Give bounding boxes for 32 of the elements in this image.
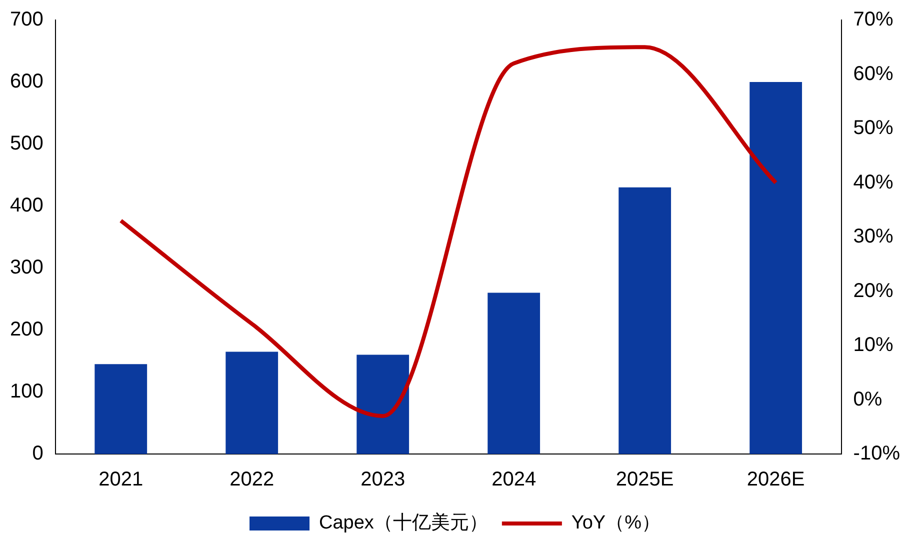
y-tick-label: 400 bbox=[10, 194, 44, 217]
bar bbox=[226, 352, 278, 454]
legend-label: YoY（%） bbox=[571, 512, 660, 534]
x-tick-label: 2022 bbox=[230, 468, 274, 491]
y-tick-label: 0 bbox=[32, 442, 44, 465]
y2-tick-label: 20% bbox=[853, 280, 894, 302]
y2-tick-label: 60% bbox=[853, 62, 894, 85]
y-tick-label: 200 bbox=[10, 318, 44, 341]
y-tick-label: 500 bbox=[10, 132, 44, 155]
bar bbox=[618, 187, 672, 454]
y2-tick-label: 30% bbox=[853, 226, 894, 248]
y2-tick-label: -10% bbox=[853, 442, 900, 465]
bar bbox=[488, 292, 540, 454]
y2-tick-label: 50% bbox=[853, 117, 894, 140]
x-tick-label: 2025E bbox=[616, 468, 674, 491]
y-tick-label: 100 bbox=[10, 380, 44, 403]
bar bbox=[750, 82, 802, 454]
y-tick-label: 600 bbox=[10, 70, 44, 93]
y-tick-label: 700 bbox=[10, 8, 44, 31]
x-tick-label: 2024 bbox=[492, 468, 536, 491]
x-tick-label: 2021 bbox=[98, 468, 144, 491]
legend-label: Capex（十亿美元） bbox=[319, 512, 488, 534]
y2-tick-label: 70% bbox=[853, 8, 894, 31]
bar bbox=[356, 354, 410, 454]
x-tick-label: 2023 bbox=[360, 468, 406, 491]
y2-tick-label: 10% bbox=[853, 334, 894, 356]
x-tick-label: 2026E bbox=[746, 468, 805, 491]
line-series bbox=[118, 45, 778, 418]
bar bbox=[94, 364, 148, 454]
y2-tick-label: 0% bbox=[853, 388, 882, 410]
y-tick-label: 300 bbox=[10, 256, 44, 279]
y2-tick-label: 40% bbox=[853, 171, 894, 194]
